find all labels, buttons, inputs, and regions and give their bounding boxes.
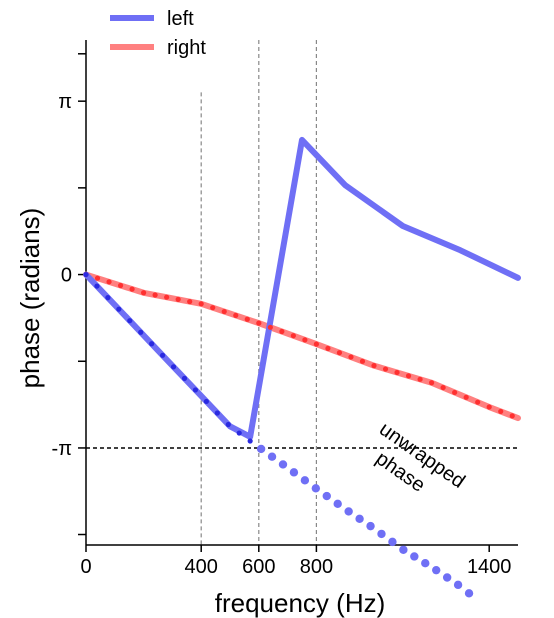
unwrapped-phase-dot-14 <box>236 430 242 436</box>
x-axis-title: frequency (Hz) <box>215 588 386 618</box>
right-unwrapped-dot-10 <box>198 301 204 307</box>
unwrapped-phase-dot-24 <box>344 507 353 516</box>
axes-layer <box>78 40 518 552</box>
unwrapped-phase-dot-12 <box>214 410 220 416</box>
right-unwrapped-dot-24 <box>359 358 366 364</box>
right-unwrapped-dot-9 <box>187 299 193 305</box>
x-tick-label-800: 800 <box>300 556 333 578</box>
unwrapped-phase-dot-13 <box>225 421 231 428</box>
right-unwrapped-dot-14 <box>244 316 250 322</box>
unwrapped-phase-dot-28 <box>388 537 397 547</box>
unwrapped-phase-dot-17 <box>267 452 277 461</box>
unwrapped-phase-dot-19 <box>289 468 299 477</box>
right-unwrapped-dot-23 <box>348 354 354 360</box>
unwrapped-phase-dot-18 <box>278 460 288 469</box>
right-unwrapped-dot-32 <box>452 389 458 396</box>
y-tick-label-1: 0 <box>61 265 72 287</box>
unwrapped-phase-dot-23 <box>333 499 342 509</box>
unwrapped-phase-annotation: unwrapped phase <box>372 418 469 497</box>
right-unwrapped-dot-11 <box>210 305 216 311</box>
unwrapped-phase-dot-30 <box>410 552 419 561</box>
right-unwrapped-dot-15 <box>256 320 262 326</box>
unwrapped-phase-dot-7 <box>160 352 166 358</box>
right-unwrapped-dot-30 <box>429 380 435 386</box>
x-tick-label-1400: 1400 <box>467 556 512 578</box>
unwrapped-phase-dot-15 <box>247 438 253 444</box>
unwrapped-phase-dot-35 <box>464 589 474 598</box>
unwrapped-phase-dot-20 <box>300 476 310 485</box>
right-unwrapped-dot-5 <box>141 290 147 296</box>
right-unwrapped-dot-17 <box>279 328 285 335</box>
right-unwrapped-dot-25 <box>371 363 377 369</box>
unwrapped-phase-dot-26 <box>366 521 375 531</box>
right-unwrapped-dot-12 <box>221 308 227 315</box>
unwrapped-phase-dot-16 <box>256 444 266 454</box>
unwrapped-phase-dot-11 <box>203 398 209 405</box>
right-unwrapped-dot-28 <box>405 373 412 379</box>
right-unwrapped-dot-19 <box>302 337 308 343</box>
unwrapped-phase-dot-1 <box>94 283 100 289</box>
unwrapped-phase-dot-10 <box>192 387 199 393</box>
unwrapped-phase-dot-8 <box>170 364 177 370</box>
unwrapped-phase-dot-21 <box>311 484 321 493</box>
unwrapped-phase-dot-0 <box>83 271 89 278</box>
unwrapped-phase-dot-9 <box>181 375 188 381</box>
right-unwrapped-dot-4 <box>129 286 135 292</box>
label-layer: -π 0 π 0 400 600 800 1400 <box>52 91 512 578</box>
unwrapped-phase-dot-5 <box>138 329 144 335</box>
unwrapped-phase-dot-33 <box>442 573 452 582</box>
x-tick-label-400: 400 <box>185 556 218 578</box>
unwrapped-phase-dot-22 <box>322 491 331 501</box>
unwrapped-phase-dot-27 <box>377 529 386 539</box>
right-unwrapped-dot-22 <box>336 350 343 356</box>
right-unwrapped-dot-33 <box>463 394 469 400</box>
y-tick-label-2: π <box>58 91 72 113</box>
unwrapped-phase-dot-25 <box>355 514 364 523</box>
unwrapped-phase-dot-4 <box>127 318 133 324</box>
right-unwrapped-dot-8 <box>175 296 181 302</box>
right-unwrapped-dot-29 <box>417 376 423 382</box>
right-unwrapped-dot-35 <box>486 404 492 410</box>
right-unwrapped-dot-34 <box>475 399 481 405</box>
unwrapped-phase-dot-32 <box>432 565 441 575</box>
right-unwrapped-dot-37 <box>509 413 515 419</box>
right-unwrapped-dot-21 <box>325 345 331 352</box>
legend-left-label: left <box>167 8 194 30</box>
right-unwrapped-dot-1 <box>94 275 101 281</box>
right-unwrapped-dot-20 <box>313 341 319 347</box>
x-tick-label-0: 0 <box>80 556 91 578</box>
right-unwrapped-dot-16 <box>267 324 273 330</box>
right-unwrapped-dot-27 <box>394 369 400 376</box>
data-layer <box>83 136 521 598</box>
legend: left right <box>110 8 206 59</box>
unwrapped-phase-dot-2 <box>105 295 111 301</box>
right-unwrapped-dot-3 <box>117 282 124 289</box>
right-unwrapped-dot-31 <box>440 384 446 391</box>
x-tick-label-600: 600 <box>242 556 275 578</box>
unwrapped-phase-dot-6 <box>149 341 155 347</box>
right-unwrapped-dot-36 <box>498 408 504 415</box>
legend-right-label: right <box>167 37 206 59</box>
y-tick-label-0: -π <box>52 438 72 460</box>
right-unwrapped-dot-26 <box>382 366 389 372</box>
unwrapped-phase-dot-34 <box>453 580 463 590</box>
grid-layer <box>86 40 518 545</box>
right-unwrapped-dot-7 <box>164 294 170 300</box>
right-unwrapped-dot-18 <box>290 333 296 339</box>
y-axis-title: phase (radians) <box>15 208 45 389</box>
unwrapped-phase-dot-31 <box>421 558 430 568</box>
unwrapped-phase-dot-3 <box>116 306 122 312</box>
unwrapped-phase-dot-29 <box>399 545 408 554</box>
right-unwrapped-dot-13 <box>233 312 239 319</box>
right-unwrapped-dot-6 <box>152 292 158 298</box>
right-unwrapped-dot-2 <box>106 279 112 285</box>
